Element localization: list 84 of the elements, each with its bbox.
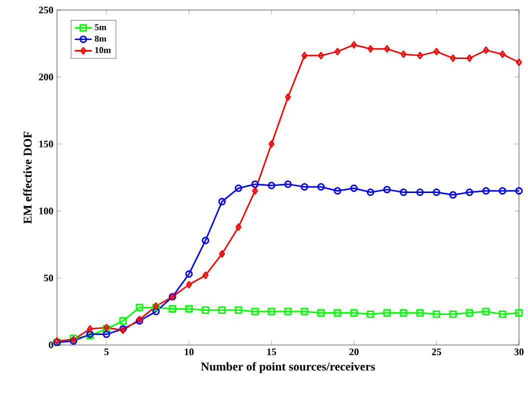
point: [152, 308, 160, 316]
point: [351, 41, 357, 49]
point: [482, 308, 490, 316]
point: [449, 191, 457, 199]
point: [416, 188, 424, 196]
x-tick-label: 25: [432, 348, 442, 356]
y-tick-label: 250: [38, 6, 54, 14]
point: [417, 52, 423, 60]
point: [383, 309, 391, 317]
point: [136, 304, 144, 312]
point: [168, 305, 176, 313]
y-axis-title: EM effective DOF: [23, 132, 32, 224]
point: [251, 180, 259, 188]
point: [236, 223, 242, 231]
point: [302, 52, 308, 60]
point: [185, 305, 193, 313]
point: [449, 310, 457, 318]
point: [218, 306, 226, 314]
point: [334, 309, 342, 317]
point: [219, 250, 225, 258]
point: [500, 50, 506, 58]
point: [366, 310, 374, 318]
point: [483, 46, 489, 54]
point: [185, 270, 193, 278]
x-tick-label: 30: [514, 348, 524, 356]
point: [498, 310, 506, 318]
point: [87, 325, 93, 333]
point: [482, 187, 490, 195]
point: [284, 180, 292, 188]
point: [234, 184, 242, 192]
point: [300, 183, 308, 191]
point: [350, 309, 358, 317]
point: [119, 317, 127, 325]
point: [432, 310, 440, 318]
point: [234, 306, 242, 314]
legend-label: 10m: [95, 47, 111, 54]
point: [268, 182, 276, 190]
point: [186, 280, 192, 288]
point: [251, 308, 259, 316]
point: [318, 52, 324, 60]
point: [285, 93, 291, 101]
point: [202, 306, 210, 314]
point: [268, 308, 276, 316]
x-axis-title: Number of point sources/receivers: [200, 362, 375, 374]
point: [366, 188, 374, 196]
point: [350, 184, 358, 192]
point: [218, 198, 226, 206]
point: [400, 50, 406, 58]
point: [102, 330, 110, 338]
point: [450, 54, 456, 62]
point: [300, 308, 308, 316]
point: [317, 309, 325, 317]
y-tick-label: 0: [48, 342, 54, 348]
x-tick-label: 20: [349, 348, 359, 356]
point: [384, 45, 390, 53]
y-tick-label: 100: [39, 208, 54, 214]
point: [466, 309, 474, 317]
x-tick-label: 5: [104, 348, 109, 356]
point: [334, 48, 340, 56]
y-tick-label: 50: [44, 274, 54, 282]
y-tick-label: 150: [39, 140, 54, 148]
point: [202, 236, 210, 244]
point: [466, 188, 474, 196]
point: [515, 309, 523, 317]
point: [498, 187, 506, 195]
y-tick-label: 200: [38, 74, 54, 80]
point: [434, 48, 440, 56]
point: [284, 308, 292, 316]
point: [400, 309, 408, 317]
legend-label: 5m: [94, 24, 106, 30]
point: [252, 187, 258, 195]
point: [368, 45, 374, 53]
x-tick-label: 15: [267, 348, 276, 356]
x-tick-label: 10: [184, 348, 194, 356]
point: [432, 188, 440, 196]
point: [317, 183, 325, 191]
point: [400, 188, 408, 196]
point: [268, 140, 274, 148]
point: [416, 309, 424, 317]
point: [383, 186, 391, 194]
point: [334, 187, 342, 195]
legend-label: 8m: [94, 36, 106, 42]
point: [466, 54, 472, 62]
point: [202, 272, 208, 280]
